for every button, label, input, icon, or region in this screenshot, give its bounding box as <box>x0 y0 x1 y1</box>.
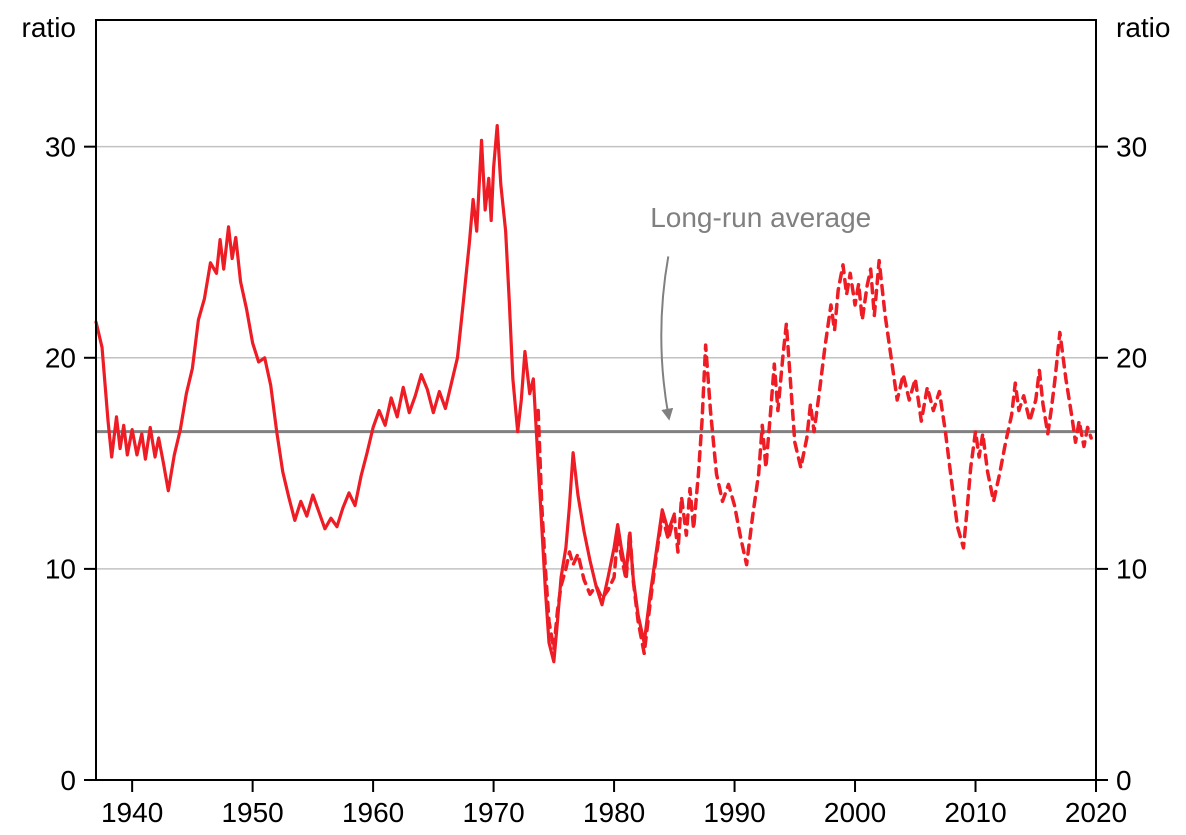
x-tick-label: 2010 <box>944 797 1006 828</box>
y-tick-label-left: 0 <box>60 765 76 796</box>
x-tick-label: 2000 <box>824 797 886 828</box>
x-tick-label: 2020 <box>1065 797 1127 828</box>
x-tick-label: 1990 <box>703 797 765 828</box>
x-tick-label: 1960 <box>342 797 404 828</box>
y-tick-label-right: 20 <box>1116 343 1147 374</box>
y-tick-label-left: 30 <box>45 131 76 162</box>
chart-container: 1940195019601970198019902000201020200010… <box>0 0 1186 835</box>
ratio-time-series-chart: 1940195019601970198019902000201020200010… <box>0 0 1186 835</box>
y-tick-label-right: 10 <box>1116 554 1147 585</box>
y-tick-label-right: 0 <box>1116 765 1132 796</box>
x-tick-label: 1940 <box>101 797 163 828</box>
x-tick-label: 1980 <box>583 797 645 828</box>
chart-background <box>0 0 1186 835</box>
y-axis-title-right: ratio <box>1116 12 1170 43</box>
x-tick-label: 1950 <box>221 797 283 828</box>
y-axis-title-left: ratio <box>22 12 76 43</box>
y-tick-label-left: 10 <box>45 554 76 585</box>
x-tick-label: 1970 <box>462 797 524 828</box>
long-run-average-label: Long-run average <box>650 202 871 233</box>
y-tick-label-right: 30 <box>1116 131 1147 162</box>
y-tick-label-left: 20 <box>45 343 76 374</box>
